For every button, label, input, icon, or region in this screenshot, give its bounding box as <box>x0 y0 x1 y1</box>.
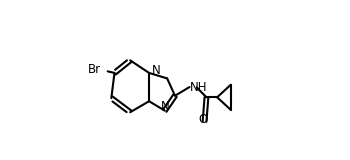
Text: O: O <box>199 113 208 126</box>
Text: N: N <box>152 64 161 77</box>
Text: N: N <box>161 100 170 113</box>
Text: Br: Br <box>88 63 102 76</box>
Text: NH: NH <box>190 81 208 94</box>
